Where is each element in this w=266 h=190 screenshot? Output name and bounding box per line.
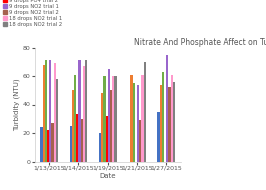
Bar xyxy=(54,63,56,162)
Bar xyxy=(49,60,51,162)
Bar xyxy=(85,60,87,162)
Title: Nitrate And Phosphate Affect on Turbidity: Nitrate And Phosphate Affect on Turbidit… xyxy=(134,38,266,47)
Legend: 18 drops PO4 trial 1, 18 drops PO4 trial 2, 9 drops PO4 trial 1, 9 drops PO4 tri: 18 drops PO4 trial 1, 18 drops PO4 trial… xyxy=(2,0,63,27)
Bar xyxy=(76,114,78,162)
Bar xyxy=(56,79,58,162)
Bar xyxy=(78,60,81,162)
Bar xyxy=(112,76,114,162)
Bar xyxy=(47,130,49,162)
Y-axis label: Turbidity (NTU): Turbidity (NTU) xyxy=(13,78,20,131)
Bar xyxy=(103,76,106,162)
Bar xyxy=(137,85,139,162)
Bar xyxy=(114,76,117,162)
Bar xyxy=(51,123,53,162)
Bar xyxy=(45,60,47,162)
Bar xyxy=(70,126,72,162)
Bar xyxy=(160,85,162,162)
Bar xyxy=(110,90,112,162)
Bar xyxy=(173,82,175,162)
Bar xyxy=(40,127,43,162)
Bar xyxy=(108,69,110,162)
Bar xyxy=(142,75,144,162)
Bar xyxy=(99,133,101,162)
Bar xyxy=(166,55,168,162)
X-axis label: Date: Date xyxy=(99,173,116,179)
Bar xyxy=(144,62,146,162)
Bar xyxy=(162,72,164,162)
Bar xyxy=(101,93,103,162)
Bar xyxy=(168,87,171,162)
Bar xyxy=(81,119,83,162)
Bar xyxy=(130,75,133,162)
Bar xyxy=(43,65,45,162)
Bar xyxy=(83,66,85,162)
Bar xyxy=(139,120,142,162)
Bar xyxy=(72,90,74,162)
Bar xyxy=(171,75,173,162)
Bar xyxy=(157,112,160,162)
Bar xyxy=(133,83,135,162)
Bar xyxy=(74,75,76,162)
Bar xyxy=(106,116,108,162)
